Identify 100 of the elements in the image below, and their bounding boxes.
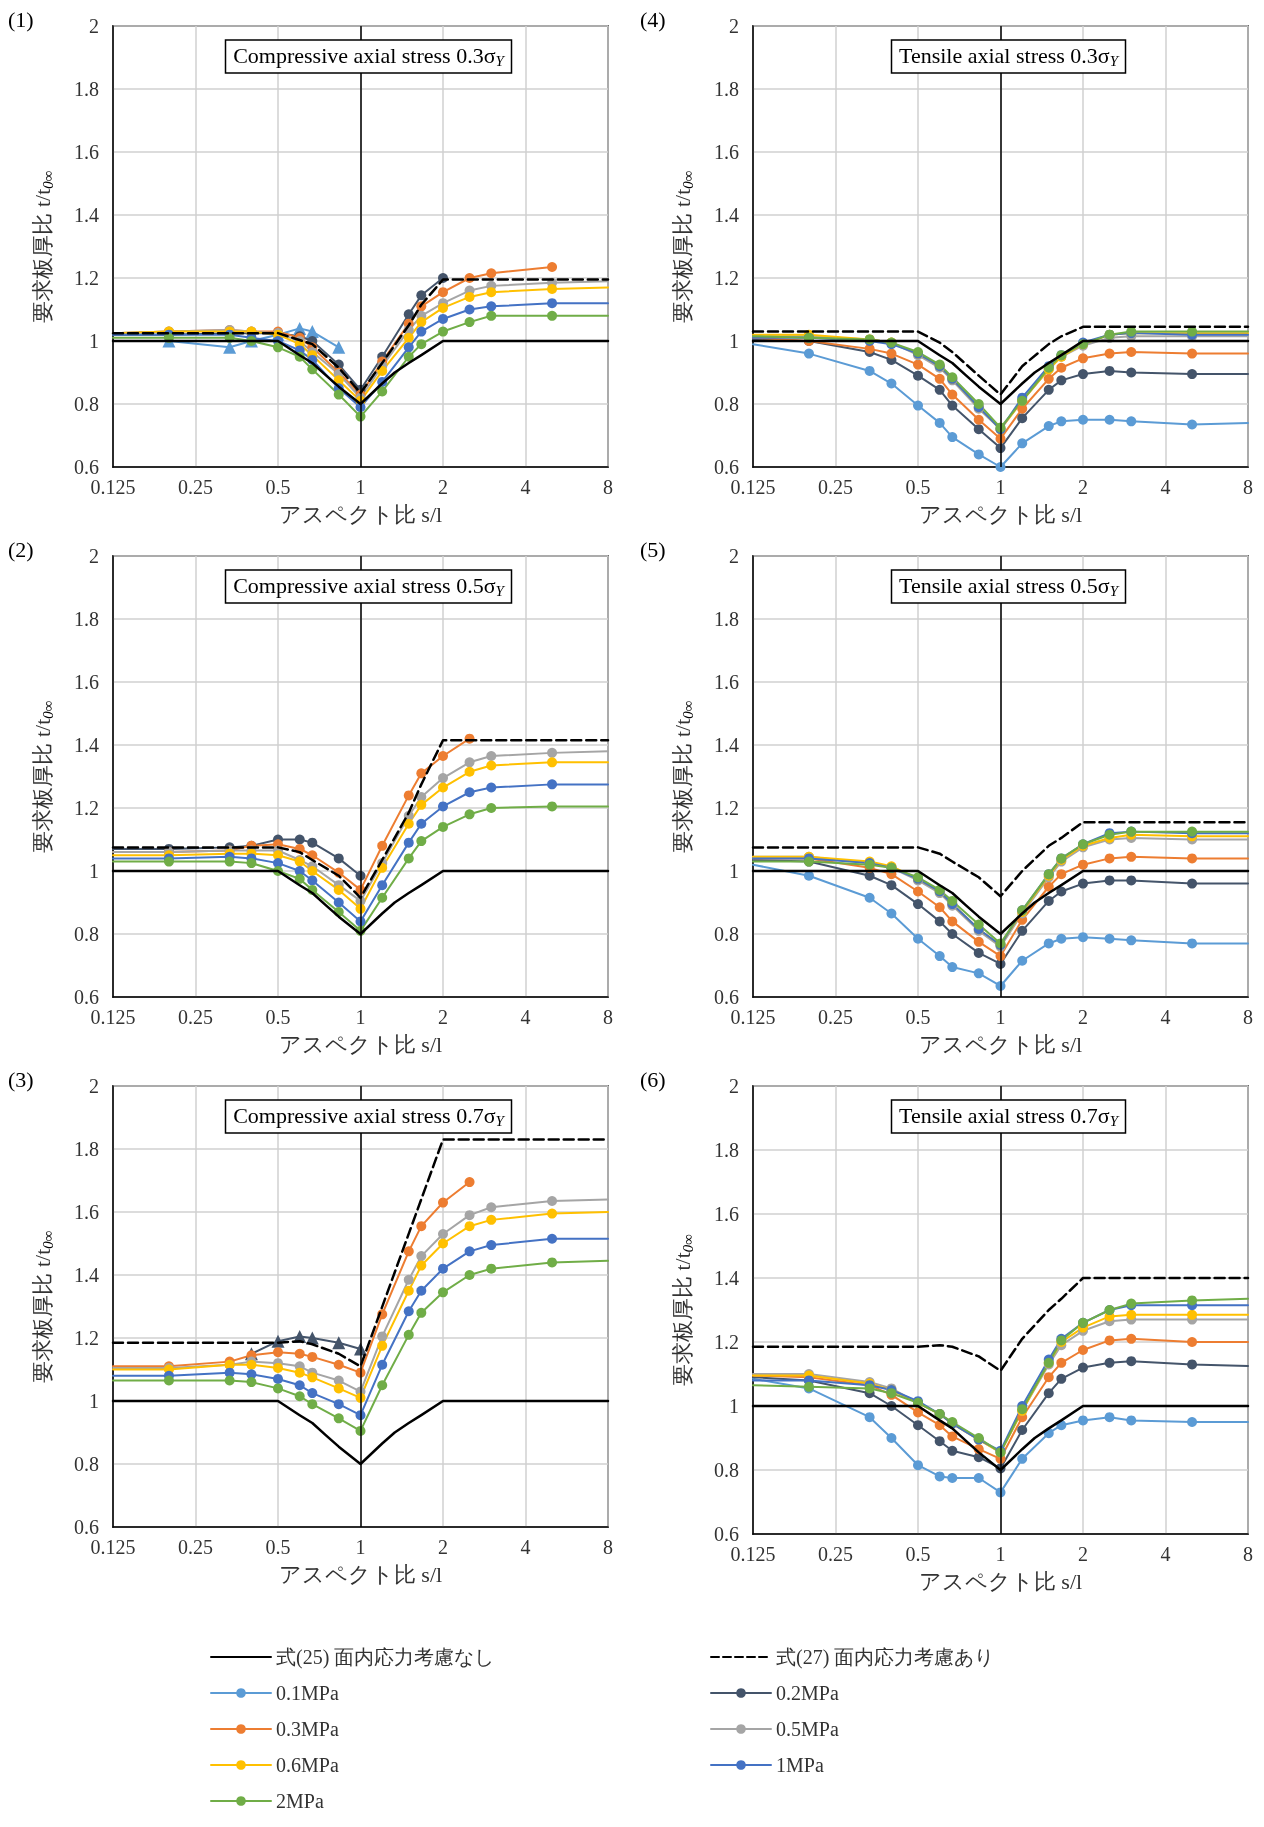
y-axis-title: 要求板厚比 t/t0∞ bbox=[670, 700, 696, 853]
y-tick-label: 2 bbox=[729, 1075, 739, 1097]
x-tick-label: 0.5 bbox=[905, 1006, 931, 1028]
x-tick-label: 0.25 bbox=[178, 476, 213, 498]
x-tick-label: 4 bbox=[1160, 476, 1171, 498]
y-tick-label: 1.8 bbox=[714, 1139, 739, 1161]
y-tick-label: 1 bbox=[89, 1390, 99, 1412]
text: (3) bbox=[8, 1066, 34, 1092]
x-tick-label: 2 bbox=[1078, 476, 1088, 498]
x-tick-label: 4 bbox=[520, 1006, 531, 1028]
text: Compressive axial stress 0.3σY bbox=[233, 43, 506, 69]
x-tick-label: 2 bbox=[1078, 1543, 1088, 1565]
y-tick-label: 1.4 bbox=[74, 1264, 99, 1286]
x-tick-label: 4 bbox=[520, 1536, 531, 1558]
x-axis-title: アスペクト比 s/l bbox=[278, 501, 443, 527]
y-tick-label: 1.4 bbox=[714, 734, 739, 756]
y-tick-label: 1.6 bbox=[74, 141, 99, 163]
y-tick-label: 1.2 bbox=[714, 1331, 739, 1353]
x-tick-label: 8 bbox=[603, 1006, 613, 1028]
y-tick-label: 1.2 bbox=[74, 267, 99, 289]
x-tick-label: 1 bbox=[355, 1536, 366, 1558]
x-axis-title: アスペクト比 s/l bbox=[918, 1568, 1083, 1594]
x-tick-label: 0.125 bbox=[90, 1536, 136, 1558]
y-tick-label: 1.8 bbox=[714, 608, 739, 630]
x-tick-label: 0.25 bbox=[178, 1536, 213, 1558]
text: (5) bbox=[640, 536, 666, 562]
y-tick-label: 1 bbox=[729, 1395, 739, 1417]
x-axis-title: アスペクト比 s/l bbox=[918, 1031, 1083, 1057]
x-tick-label: 2 bbox=[438, 476, 448, 498]
y-tick-label: 1.6 bbox=[714, 1203, 739, 1225]
y-tick-label: 1.4 bbox=[714, 1267, 739, 1289]
x-tick-label: 2 bbox=[1078, 1006, 1088, 1028]
y-tick-label: 0.6 bbox=[74, 456, 99, 478]
y-tick-label: 0.8 bbox=[714, 393, 739, 415]
text: Compressive axial stress 0.7σY bbox=[233, 1103, 506, 1129]
x-tick-label: 0.5 bbox=[265, 1006, 291, 1028]
x-tick-label: 8 bbox=[1243, 476, 1253, 498]
y-tick-label: 1.8 bbox=[74, 608, 99, 630]
text: (4) bbox=[640, 6, 666, 32]
text: Compressive axial stress 0.5σY bbox=[233, 573, 506, 599]
y-axis-title: 要求板厚比 t/t0∞ bbox=[30, 170, 56, 323]
y-tick-label: 2 bbox=[729, 15, 739, 37]
x-tick-label: 1 bbox=[355, 1006, 366, 1028]
text: Tensile axial stress 0.7σY bbox=[898, 1103, 1120, 1129]
legend-label: 2MPa bbox=[276, 1790, 324, 1812]
text: (6) bbox=[640, 1066, 666, 1092]
x-axis-title: アスペクト比 s/l bbox=[278, 1561, 443, 1587]
x-tick-label: 4 bbox=[520, 476, 531, 498]
y-tick-label: 1.6 bbox=[74, 671, 99, 693]
x-tick-label: 2 bbox=[438, 1536, 448, 1558]
x-axis-title: アスペクト比 s/l bbox=[278, 1031, 443, 1057]
y-tick-label: 1.4 bbox=[74, 734, 99, 756]
y-tick-label: 2 bbox=[89, 545, 99, 567]
x-tick-label: 1 bbox=[995, 476, 1006, 498]
y-tick-label: 1.2 bbox=[714, 267, 739, 289]
text: (2) bbox=[8, 536, 34, 562]
y-tick-label: 1.4 bbox=[714, 204, 739, 226]
y-axis-title: 要求板厚比 t/t0∞ bbox=[30, 700, 56, 853]
y-tick-label: 1.8 bbox=[74, 1138, 99, 1160]
x-tick-label: 8 bbox=[1243, 1006, 1253, 1028]
y-tick-label: 1.6 bbox=[714, 141, 739, 163]
y-tick-label: 1.8 bbox=[714, 78, 739, 100]
x-tick-label: 0.125 bbox=[730, 476, 776, 498]
text: Tensile axial stress 0.3σY bbox=[898, 43, 1120, 69]
x-tick-label: 0.5 bbox=[905, 1543, 931, 1565]
x-tick-label: 0.5 bbox=[265, 476, 291, 498]
x-tick-label: 0.125 bbox=[90, 1006, 136, 1028]
legend-label: 1MPa bbox=[776, 1754, 824, 1776]
legend-label: 0.1MPa bbox=[276, 1682, 339, 1704]
text: (1) bbox=[8, 6, 34, 32]
y-tick-label: 0.8 bbox=[714, 1459, 739, 1481]
x-tick-label: 0.125 bbox=[730, 1006, 776, 1028]
x-tick-label: 0.25 bbox=[818, 476, 853, 498]
y-tick-label: 0.6 bbox=[74, 986, 99, 1008]
legend-label: 式(27) 面内応力考慮あり bbox=[776, 1646, 995, 1669]
y-axis-title: 要求板厚比 t/t0∞ bbox=[670, 170, 696, 323]
y-tick-label: 1.6 bbox=[714, 671, 739, 693]
y-tick-label: 0.8 bbox=[714, 923, 739, 945]
x-tick-label: 1 bbox=[995, 1006, 1006, 1028]
y-tick-label: 0.8 bbox=[74, 923, 99, 945]
y-axis-title: 要求板厚比 t/t0∞ bbox=[670, 1233, 696, 1387]
y-tick-label: 1.2 bbox=[714, 797, 739, 819]
x-tick-label: 8 bbox=[603, 1536, 613, 1558]
y-tick-label: 0.6 bbox=[714, 986, 739, 1008]
legend-label: 0.5MPa bbox=[776, 1718, 839, 1740]
y-tick-label: 1 bbox=[729, 860, 739, 882]
legend-label: 式(25) 面内応力考慮なし bbox=[276, 1646, 495, 1669]
x-axis-title: アスペクト比 s/l bbox=[918, 501, 1083, 527]
y-axis-title: 要求板厚比 t/t0∞ bbox=[30, 1230, 56, 1383]
x-tick-label: 8 bbox=[1243, 1543, 1253, 1565]
y-tick-label: 1 bbox=[729, 330, 739, 352]
x-tick-label: 0.25 bbox=[178, 1006, 213, 1028]
y-tick-label: 2 bbox=[89, 15, 99, 37]
x-tick-label: 8 bbox=[603, 476, 613, 498]
x-tick-label: 0.5 bbox=[265, 1536, 291, 1558]
y-tick-label: 1 bbox=[89, 330, 99, 352]
y-tick-label: 1.8 bbox=[74, 78, 99, 100]
legend-label: 0.6MPa bbox=[276, 1754, 339, 1776]
x-tick-label: 4 bbox=[1160, 1006, 1171, 1028]
y-tick-label: 0.8 bbox=[74, 1453, 99, 1475]
